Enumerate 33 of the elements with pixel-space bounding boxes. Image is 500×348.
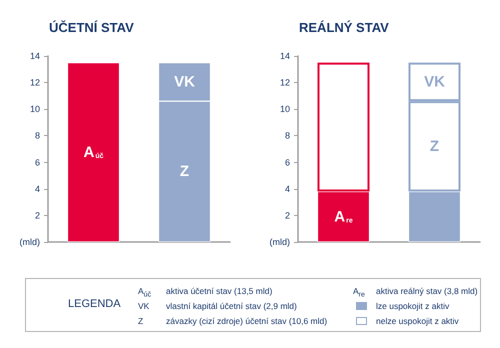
series-label: VK <box>424 73 446 90</box>
text: VK <box>138 300 150 312</box>
text: aktiva reálný stav (3,8 mld) <box>376 285 478 297</box>
y-tick-label: 14 <box>280 51 290 61</box>
text: A$_{re}$ <box>353 285 365 301</box>
y-tick-label: 2 <box>34 210 40 220</box>
text: lze uspokojit z aktiv <box>376 300 450 312</box>
y-tick-label: (mld) <box>270 237 290 247</box>
text: nelze uspokojit z aktiv <box>376 315 459 327</box>
text: LEGENDA <box>68 298 121 310</box>
series-label: Z <box>180 163 190 180</box>
text: Z <box>138 315 144 327</box>
text: aktiva účetní stav (13,5 mld) <box>166 285 272 297</box>
y-tick-label: 4 <box>284 184 290 194</box>
series-label: VK <box>174 73 196 90</box>
text: vlastní kapitál účetní stav (2,9 mld) <box>166 300 297 312</box>
y-tick-label: 12 <box>280 78 290 88</box>
y-tick-label: 6 <box>34 157 40 168</box>
y-tick-label: 14 <box>30 51 40 61</box>
y-tick-label: 8 <box>284 130 290 141</box>
series-label: Z <box>430 138 440 155</box>
y-tick-label: 10 <box>280 104 290 114</box>
y-tick-label: 4 <box>34 184 40 194</box>
y-tick-label: 12 <box>30 78 40 88</box>
y-tick-label: 10 <box>30 104 40 114</box>
y-tick-label: (mld) <box>20 237 40 247</box>
chart-title: REÁLNÝ STAV <box>299 20 390 35</box>
y-tick-label: 8 <box>34 130 40 141</box>
text: A$_{úč}$ <box>138 285 152 301</box>
text: závazky (cizí zdroje) účetní stav (10,6 mld) <box>166 315 328 327</box>
y-tick-label: 2 <box>284 210 290 220</box>
y-tick-label: 6 <box>284 157 290 168</box>
chart-title: ÚČETNÍ STAV <box>49 20 134 35</box>
